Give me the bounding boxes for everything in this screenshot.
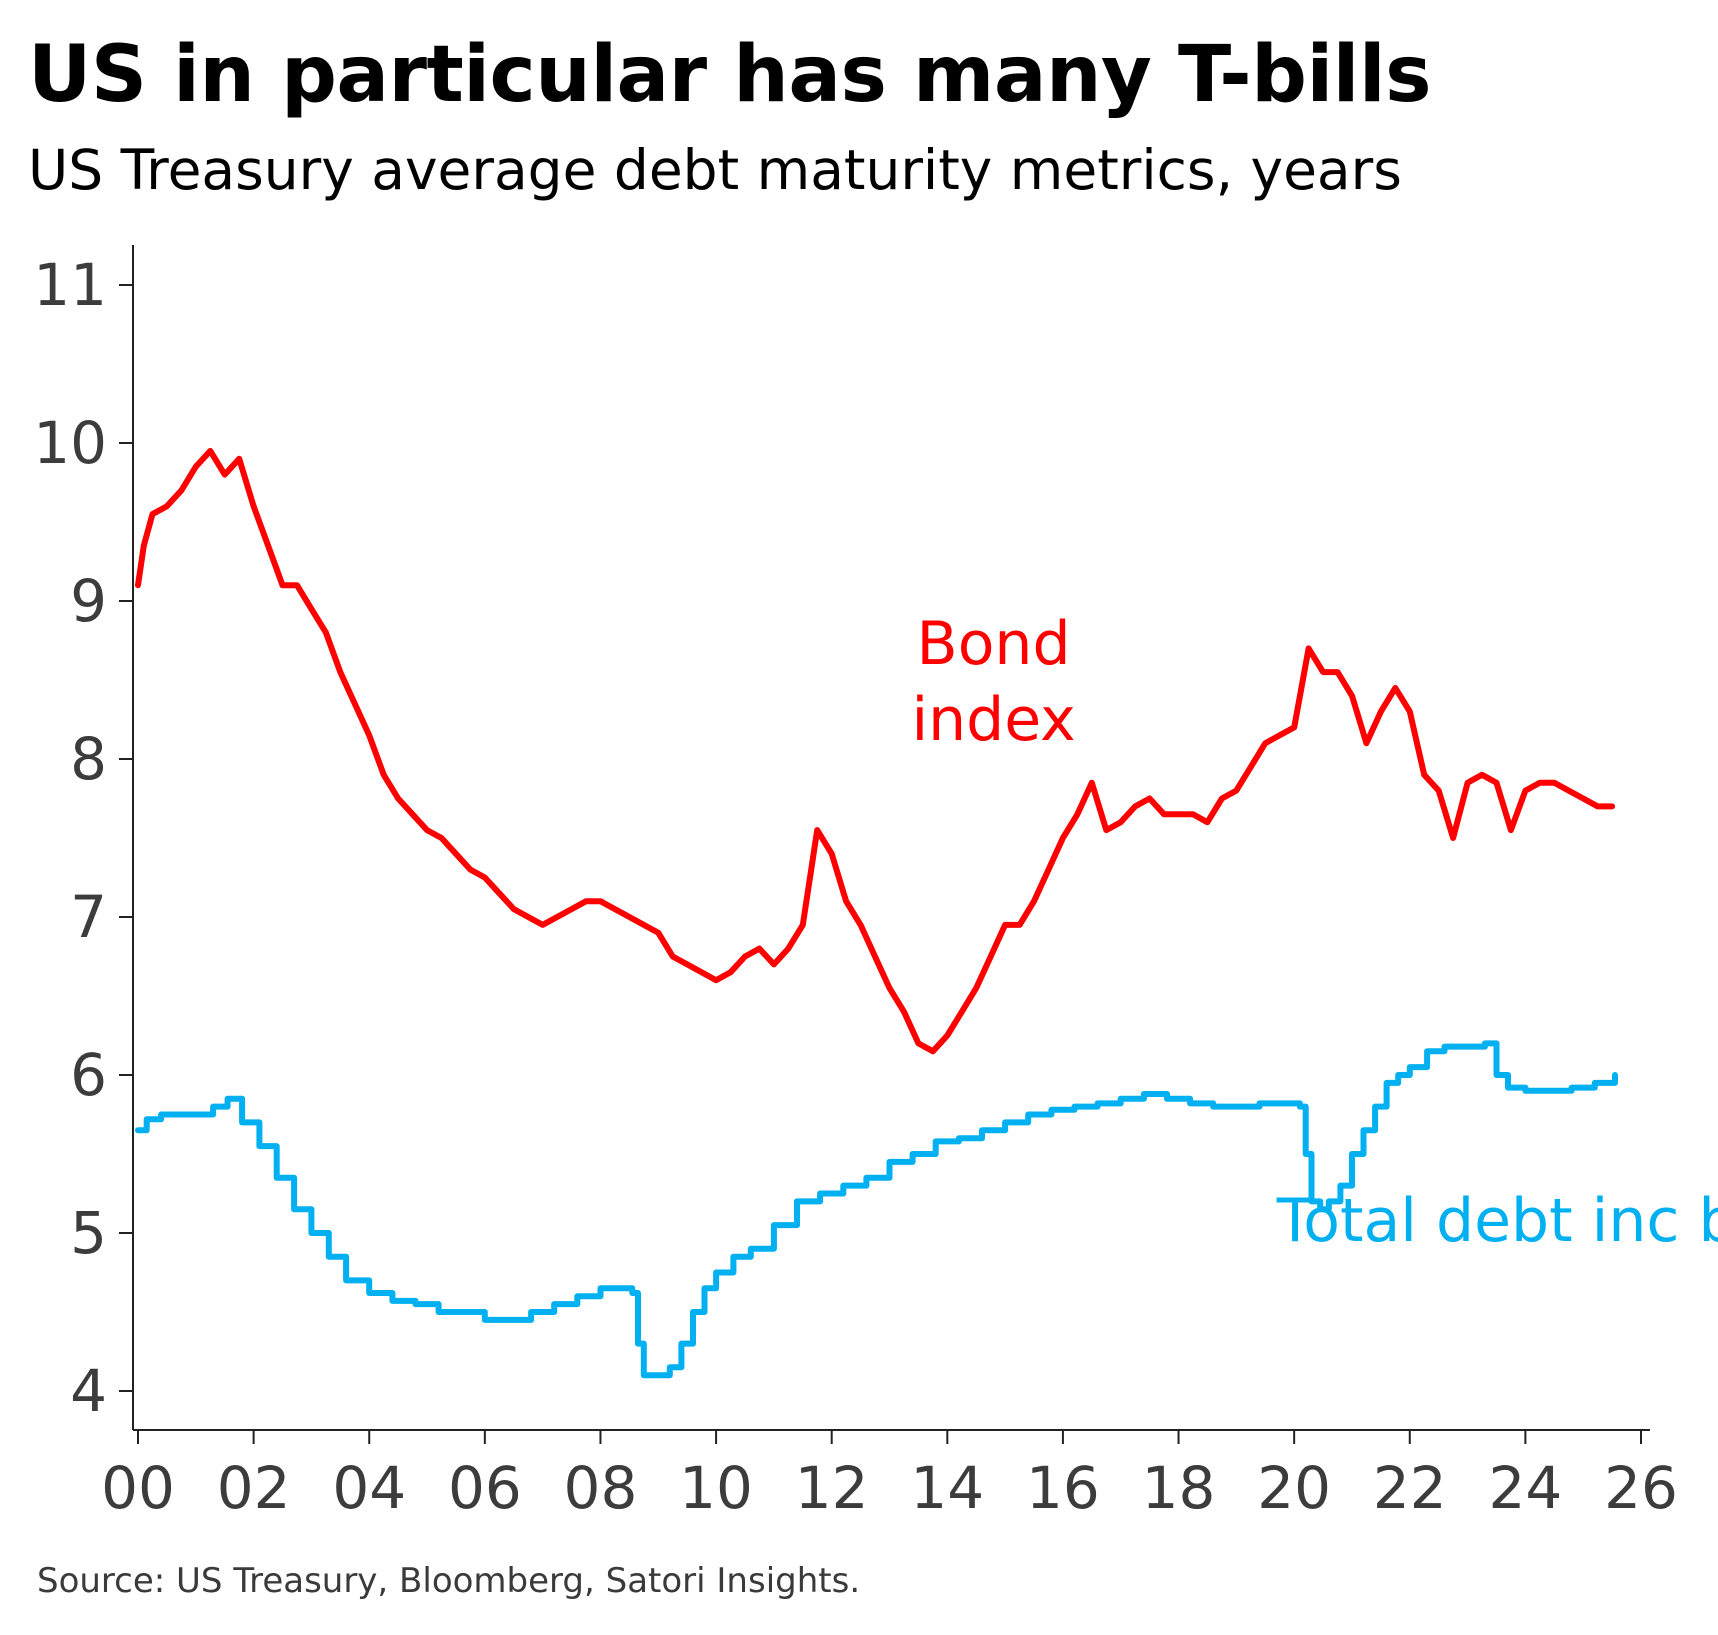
x-tick-label: 12 bbox=[795, 1454, 869, 1522]
y-tick-label: 11 bbox=[33, 251, 107, 319]
chart-axes: 4 5 6 7 8 9 10 11 00 02 04 06 08 10 12 14 16 18 20 22 24 26 bbox=[33, 245, 1678, 1522]
y-tick-label: 9 bbox=[70, 567, 107, 635]
y-tick-label: 6 bbox=[70, 1041, 107, 1109]
series-label-total-debt: Total debt inc bills bbox=[1276, 1186, 1718, 1256]
series-line-total-debt bbox=[135, 1040, 1618, 1379]
x-tick-label: 14 bbox=[910, 1454, 984, 1522]
x-tick-label: 26 bbox=[1604, 1454, 1678, 1522]
x-tick-label: 18 bbox=[1142, 1454, 1216, 1522]
x-tick-label: 10 bbox=[679, 1454, 753, 1522]
x-tick-label: 00 bbox=[101, 1454, 175, 1522]
y-tick-label: 10 bbox=[33, 409, 107, 477]
source-note: Source: US Treasury, Bloomberg, Satori I… bbox=[37, 1561, 861, 1601]
x-tick-label: 08 bbox=[564, 1454, 638, 1522]
chart-series bbox=[135, 447, 1618, 1379]
x-tick-label: 22 bbox=[1373, 1454, 1447, 1522]
series-label-bond-index: index bbox=[911, 685, 1075, 755]
x-tick-label: 04 bbox=[332, 1454, 406, 1522]
x-tick-label: 20 bbox=[1257, 1454, 1331, 1522]
y-tick-label: 4 bbox=[70, 1357, 107, 1425]
series-label-bond-index: Bond bbox=[917, 609, 1071, 679]
x-tick-label: 02 bbox=[217, 1454, 291, 1522]
y-tick-label: 5 bbox=[70, 1199, 107, 1267]
chart-subtitle: US Treasury average debt maturity metric… bbox=[28, 138, 1402, 202]
y-tick-label: 8 bbox=[70, 725, 107, 793]
x-tick-label: 24 bbox=[1488, 1454, 1562, 1522]
y-tick-label: 7 bbox=[70, 883, 107, 951]
x-tick-label: 06 bbox=[448, 1454, 522, 1522]
x-tick-label: 16 bbox=[1026, 1454, 1100, 1522]
series-line-bond-index bbox=[135, 447, 1616, 1055]
chart-title: US in particular has many T-bills bbox=[28, 30, 1432, 120]
